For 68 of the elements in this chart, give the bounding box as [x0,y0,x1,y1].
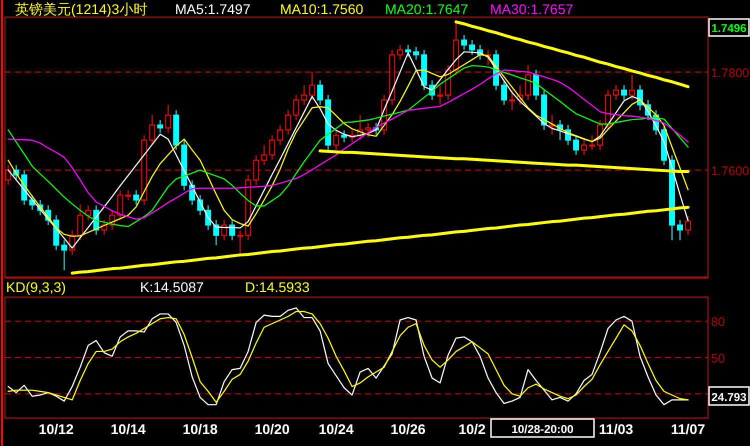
candlestick [365,122,372,138]
candlestick [685,216,691,236]
candlestick [317,80,324,106]
x-tick-label: 10/14 [110,421,146,437]
candlestick [301,84,308,106]
candlestick [461,34,468,50]
candlestick [253,154,260,186]
candlestick [237,230,244,256]
x-tick-label: 11/07 [670,421,706,437]
candlestick [157,120,164,134]
line-series [454,20,690,88]
y-tick-label: 80 [711,315,725,330]
candlestick [261,144,268,166]
candlestick [437,84,444,106]
candlestick [397,44,404,60]
candlestick [613,84,620,100]
candlestick [621,84,628,100]
y-tick-label: 1.7800 [711,66,750,80]
series-label: D:14.5933 [245,279,310,295]
candlestick [629,74,635,100]
x-tick-label: 11/03 [598,421,634,437]
candlestick [509,90,516,111]
candlestick [469,40,476,56]
candlestick [533,69,540,100]
x-tick-label: 10/2 [458,421,486,437]
candlestick [285,110,292,136]
candlestick [5,164,12,186]
candlestick [125,190,132,200]
candlestick [77,204,84,241]
candlestick [229,220,236,241]
candlestick [677,220,683,241]
candlestick [277,124,284,146]
candlestick [413,46,420,60]
candlestick [117,190,124,221]
candlestick [221,220,228,241]
chart-title: 英镑美元(1214)3小时 [15,1,148,17]
y-tick-label: 1.7600 [711,164,750,178]
text: MA20:1.7647 [385,1,468,17]
candlestick [341,130,348,143]
candlestick [589,134,596,150]
candlestick [573,134,580,156]
x-tick-label: 10/12 [38,421,74,437]
candlestick [581,140,588,156]
text: 10/28-20:00 [511,424,574,436]
candlestick [149,114,156,146]
text: MA30:1.7657 [490,1,574,17]
candlestick [309,71,316,100]
candlestick [133,190,140,206]
line-series [70,206,690,275]
x-tick-label: 10/24 [318,421,354,437]
candlestick [501,80,508,106]
text: MA10:1.7560 [280,1,364,17]
candlestick [333,130,340,150]
candlestick [61,240,68,271]
x-tick-label: 10/18 [182,421,218,437]
y-tick-label: 50 [711,352,725,366]
x-tick-label: 10/20 [254,421,290,437]
x-tick-label: 10/26 [390,421,426,437]
text: MA5:1.7497 [175,1,251,17]
candlestick [165,104,172,134]
candlestick [269,134,276,160]
candlestick [525,64,532,100]
chart-title: KD(9,3,3) [6,279,66,295]
text: 24.793 [711,392,747,404]
series-label: K:14.5087 [140,279,204,295]
candlestick [213,220,220,246]
text: 1.7496 [711,23,747,35]
candlestick [293,94,300,121]
